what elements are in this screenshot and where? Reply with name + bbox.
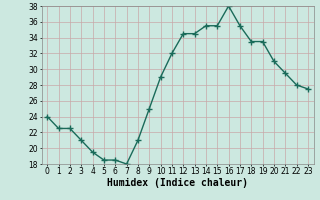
X-axis label: Humidex (Indice chaleur): Humidex (Indice chaleur): [107, 178, 248, 188]
